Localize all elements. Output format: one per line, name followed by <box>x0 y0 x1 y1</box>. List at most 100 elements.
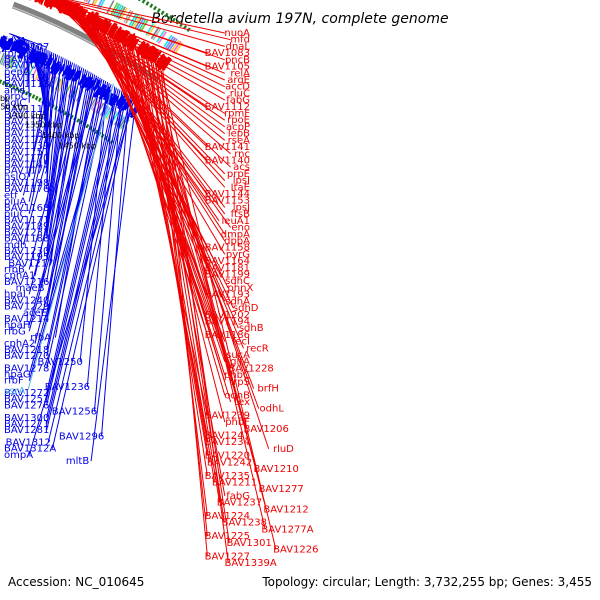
reverse-gene-label[interactable]: BAV1083 <box>205 48 250 59</box>
forward-gene-label[interactable]: BAV1216 <box>4 277 49 288</box>
reverse-gene-label[interactable]: BAV1202 <box>205 310 250 321</box>
forward-gene-label[interactable]: ams <box>4 85 25 96</box>
reverse-gene-label[interactable]: BAV1193 <box>205 290 250 301</box>
reverse-gene-label[interactable]: BAV1227 <box>205 551 250 562</box>
forward-gene-label[interactable]: rfbA <box>30 333 51 344</box>
reverse-gene-label[interactable]: mfd <box>230 35 250 46</box>
forward-gene-label[interactable]: hpaH <box>4 320 30 331</box>
forward-gene-label[interactable]: BAV1230 <box>4 246 49 257</box>
reverse-gene-label[interactable]: BAV1105 <box>205 62 250 73</box>
forward-gene-label[interactable]: BAV1198 <box>4 178 49 189</box>
reverse-gene-label[interactable]: BAV1206 <box>244 424 289 435</box>
reverse-gene-label[interactable]: rluD <box>273 444 294 455</box>
reverse-gene-label[interactable]: fabG <box>226 491 250 502</box>
forward-gene-label[interactable]: BAV1172 <box>4 135 49 146</box>
reverse-gene-label[interactable]: acs <box>233 162 250 173</box>
forward-gene-label[interactable]: BAV1188 <box>4 234 49 245</box>
reverse-gene-label[interactable]: gltA <box>230 357 250 368</box>
reverse-gene-label[interactable]: rseA <box>228 135 250 146</box>
reverse-gene-label[interactable]: BAV1339A <box>224 558 276 569</box>
reverse-gene-label[interactable]: BAV1301 <box>227 538 272 549</box>
reverse-gene-label[interactable]: BAV1226 <box>273 545 318 556</box>
reverse-gene-label[interactable]: relA <box>230 68 250 79</box>
forward-gene-label[interactable]: BAV1276 <box>4 400 49 411</box>
reverse-gene-label[interactable]: lpsI <box>233 176 250 187</box>
forward-gene-label[interactable]: prpC <box>4 92 28 103</box>
forward-gene-label[interactable]: BAV1113 <box>4 79 49 90</box>
forward-gene-label[interactable]: BAV1151 <box>4 147 49 158</box>
forward-gene-label[interactable]: maeB <box>16 283 45 294</box>
reverse-gene-label[interactable]: rluC <box>230 88 250 99</box>
reverse-gene-label[interactable]: lpsJ <box>233 202 250 213</box>
reverse-gene-label[interactable]: BAV1186 <box>205 330 250 341</box>
forward-gene-label[interactable]: BAV1270 <box>4 351 49 362</box>
reverse-gene-label[interactable]: BAV1277A <box>261 525 313 536</box>
forward-gene-label[interactable]: BAV1173 <box>4 123 49 134</box>
forward-gene-label[interactable]: rfbB <box>4 265 25 276</box>
forward-gene-label[interactable]: BAV1218 <box>4 345 49 356</box>
reverse-gene-label[interactable]: odhB <box>224 390 250 401</box>
reverse-gene-label[interactable]: BAV1199 <box>205 270 250 281</box>
reverse-gene-label[interactable]: brfH <box>257 384 279 395</box>
forward-gene-label[interactable]: BAV1251 <box>4 394 49 405</box>
forward-gene-label[interactable]: BAV1231 <box>4 228 49 239</box>
reverse-gene-label[interactable]: sucA <box>226 350 250 361</box>
forward-gene-label[interactable]: BAV1177 <box>4 166 49 177</box>
reverse-gene-label[interactable]: BAV1224 <box>205 511 250 522</box>
forward-gene-label[interactable]: BAV1300 <box>4 413 49 424</box>
reverse-gene-label[interactable]: sdhC <box>225 276 250 287</box>
reverse-gene-label[interactable]: BAV1210 <box>254 464 299 475</box>
forward-gene-label[interactable]: BAV1176 <box>4 184 49 195</box>
forward-gene-label[interactable]: piuA <box>4 197 26 208</box>
forward-gene-label[interactable]: holC <box>4 98 26 109</box>
reverse-gene-label[interactable]: phnX <box>227 283 253 294</box>
reverse-gene-label[interactable]: BAV1228 <box>228 363 273 374</box>
forward-gene-label[interactable]: BAV1115 <box>4 73 49 84</box>
forward-gene-label[interactable]: hpaI <box>4 289 26 300</box>
forward-gene-label[interactable]: cphA1 <box>4 271 35 282</box>
forward-gene-label[interactable]: BAV1099 <box>4 61 49 72</box>
reverse-gene-label[interactable]: rnc <box>234 149 250 160</box>
reverse-gene-label[interactable]: BAV1181 <box>205 263 250 274</box>
reverse-gene-label[interactable]: BAV1112 <box>205 102 250 113</box>
forward-gene-label[interactable]: BAV1296 <box>59 431 104 442</box>
forward-gene-label[interactable]: BAV1170 <box>4 153 49 164</box>
forward-gene-label[interactable]: rfbG <box>4 326 26 337</box>
reverse-gene-label[interactable]: prpE <box>227 169 250 180</box>
forward-gene-label[interactable]: fdxA <box>4 36 27 47</box>
forward-gene-label[interactable]: BAV1114 <box>4 104 49 115</box>
forward-gene-label[interactable]: hpaG <box>4 370 31 381</box>
reverse-gene-label[interactable]: trpS <box>229 377 250 388</box>
reverse-gene-label[interactable]: ItaE <box>231 182 250 193</box>
forward-gene-label[interactable]: BAV1240 <box>4 295 49 306</box>
forward-gene-label[interactable]: BAV1250 <box>38 357 83 368</box>
reverse-gene-label[interactable]: fecI <box>232 337 250 348</box>
forward-gene-label[interactable]: BAV1217 <box>8 258 53 269</box>
reverse-gene-label[interactable]: BAV1242 <box>207 457 252 468</box>
forward-gene-label[interactable]: BAV1195 <box>4 252 49 263</box>
forward-gene-label[interactable]: BAV1134 <box>4 129 49 140</box>
reverse-gene-label[interactable]: rpoE <box>227 115 250 126</box>
forward-gene-label[interactable]: BAV1145 <box>4 160 49 171</box>
reverse-gene-label[interactable]: sdhB <box>239 323 264 334</box>
reverse-gene-label[interactable]: tex <box>234 397 250 408</box>
forward-gene-label[interactable]: mdh <box>4 240 26 251</box>
reverse-gene-label[interactable]: pncB <box>225 55 250 66</box>
forward-gene-label[interactable]: BAV1312 <box>6 438 51 449</box>
forward-gene-label[interactable]: aceE <box>23 308 47 319</box>
forward-gene-label[interactable]: BAV1278 <box>4 363 49 374</box>
forward-gene-label[interactable]: BAV1135 <box>4 116 49 127</box>
reverse-gene-label[interactable]: leuA1 <box>222 216 250 227</box>
reverse-gene-label[interactable]: BAV1277 <box>258 484 303 495</box>
reverse-gene-label[interactable]: dmpA <box>221 229 250 240</box>
forward-gene-label[interactable]: BAV1189 <box>4 221 49 232</box>
forward-gene-label[interactable]: pepA <box>4 67 30 78</box>
reverse-gene-label[interactable]: ftsB <box>231 209 250 220</box>
reverse-gene-label[interactable]: dppA <box>224 236 250 247</box>
reverse-gene-label[interactable]: BAV1241 <box>205 431 250 442</box>
reverse-gene-label[interactable]: BAV1164 <box>205 256 250 267</box>
forward-gene-label[interactable]: BAV1214 <box>4 314 49 325</box>
forward-gene-label[interactable]: mltB <box>66 456 89 467</box>
reverse-gene-label[interactable]: BAV1144 <box>205 189 250 200</box>
forward-gene-label[interactable]: hslO <box>4 172 26 183</box>
